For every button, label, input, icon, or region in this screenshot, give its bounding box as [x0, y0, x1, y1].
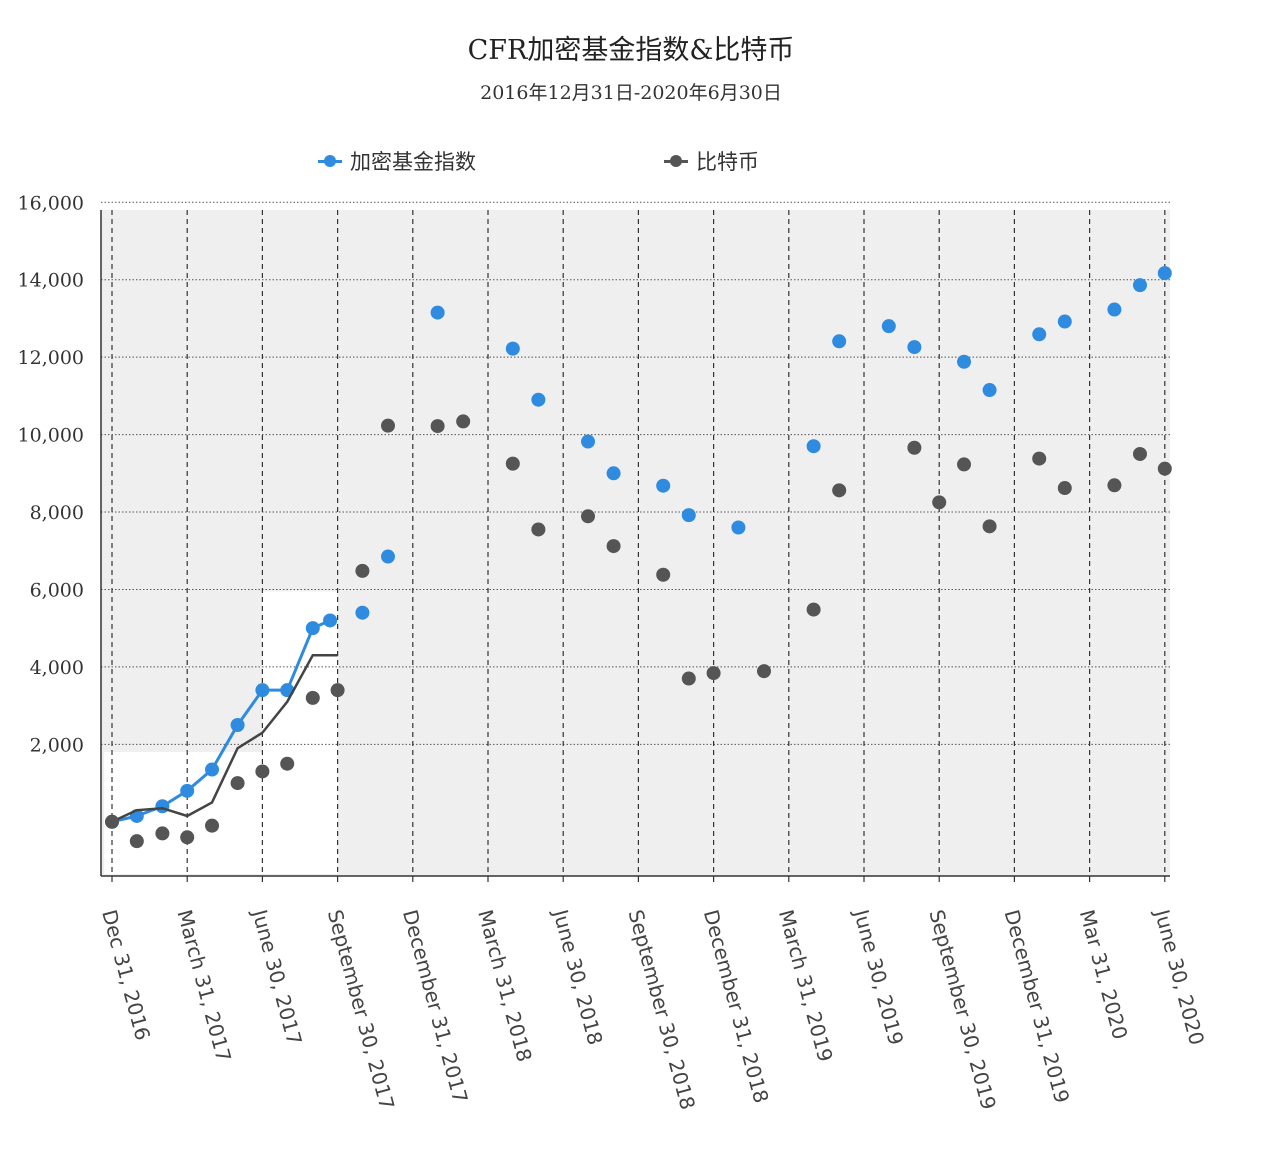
data-point: [456, 414, 471, 429]
data-point: [832, 483, 847, 498]
x-tick-label: June 30, 2020: [1149, 905, 1209, 1047]
data-point: [105, 814, 119, 829]
data-point: [581, 509, 596, 524]
data-point: [1032, 451, 1047, 466]
data-point: [129, 834, 144, 849]
data-point: [255, 764, 270, 779]
data-point: [1107, 302, 1122, 317]
legend: 加密基金指数 比特币: [0, 146, 1262, 180]
series-crypto-fund-index: [105, 266, 1172, 829]
data-point: [982, 383, 997, 398]
legend-marker-gray-icon: [664, 154, 688, 168]
data-point: [806, 602, 821, 617]
data-point: [881, 319, 896, 334]
x-tick-label: March 31, 2019: [774, 907, 838, 1064]
data-point: [606, 539, 621, 554]
data-point: [305, 621, 320, 636]
data-point: [806, 439, 821, 454]
legend-label: 加密基金指数: [350, 150, 476, 174]
data-point: [907, 340, 922, 355]
x-tick-label: June 30, 2018: [548, 905, 608, 1047]
data-point: [155, 799, 170, 814]
series-line: [111, 654, 338, 823]
data-point: [982, 519, 997, 534]
data-point: [1132, 446, 1147, 461]
data-point: [1057, 314, 1072, 329]
x-tick-label: September 30, 2018: [624, 907, 700, 1112]
y-tick-label: 16,000: [18, 192, 84, 214]
data-point: [957, 457, 972, 472]
data-point: [1057, 481, 1072, 496]
data-point: [531, 392, 546, 407]
data-point: [656, 567, 671, 582]
x-tick-label: March 31, 2018: [473, 907, 537, 1064]
data-point: [932, 495, 947, 510]
legend-item-crypto-fund-index[interactable]: 加密基金指数: [318, 146, 476, 176]
data-point: [305, 690, 320, 705]
data-point: [832, 334, 847, 349]
series-line: [111, 619, 331, 824]
data-point: [205, 762, 220, 777]
x-tick-label: December 31, 2018: [699, 907, 774, 1106]
data-point: [380, 418, 395, 433]
data-point: [581, 434, 596, 449]
x-tick-label: Dec 31, 2016: [97, 907, 155, 1043]
legend-marker-blue-icon: [318, 154, 342, 168]
chart-title: CFR加密基金指数&比特币: [467, 35, 795, 66]
data-point: [1157, 266, 1172, 281]
data-point: [656, 478, 671, 493]
x-tick-label: September 30, 2017: [323, 907, 399, 1112]
x-tick-label: June 30, 2019: [849, 905, 909, 1047]
data-point: [505, 456, 520, 471]
data-point: [706, 666, 721, 681]
data-point: [505, 341, 520, 356]
data-point: [230, 776, 245, 791]
y-tick-label: 4,000: [30, 657, 84, 679]
data-point: [180, 783, 195, 798]
data-point: [681, 508, 696, 523]
legend-item-bitcoin[interactable]: 比特币: [664, 146, 759, 176]
data-point: [606, 466, 621, 481]
data-point: [957, 354, 972, 369]
data-point: [1132, 278, 1147, 293]
y-tick-label: 2,000: [30, 734, 84, 756]
x-tick-label: December 31, 2017: [398, 907, 473, 1106]
plot-inset-area: [262, 591, 338, 874]
data-point: [430, 305, 445, 320]
data-point: [430, 419, 445, 434]
data-point: [907, 440, 922, 455]
y-tick-label: 10,000: [18, 425, 84, 447]
y-tick-label: 12,000: [18, 347, 84, 369]
legend-label: 比特币: [696, 150, 759, 174]
data-point: [531, 522, 546, 537]
y-tick-label: 8,000: [30, 502, 84, 524]
data-point: [731, 520, 746, 535]
data-point: [280, 756, 295, 771]
x-tick-label: March 31, 2017: [172, 907, 236, 1064]
x-tick-label: September 30, 2019: [924, 907, 1000, 1112]
data-point: [180, 830, 195, 845]
data-point: [355, 605, 370, 620]
data-point: [323, 613, 338, 628]
data-point: [1032, 327, 1047, 342]
data-point: [681, 671, 696, 686]
data-point: [756, 664, 771, 679]
data-point: [1157, 461, 1172, 476]
y-tick-label: 14,000: [18, 270, 84, 292]
y-tick-label: 6,000: [30, 579, 84, 601]
data-point: [255, 683, 270, 698]
data-point: [205, 818, 220, 833]
data-point: [1107, 478, 1122, 493]
data-point: [155, 826, 170, 841]
series-bitcoin: [105, 414, 1172, 849]
data-point: [230, 717, 245, 732]
x-tick-label: Mar 31, 2020: [1075, 907, 1133, 1042]
chart-subtitle: 2016年12月31日-2020年6月30日: [480, 82, 782, 104]
data-point: [330, 683, 345, 698]
x-tick-label: December 31, 2019: [1000, 907, 1075, 1106]
data-point: [355, 563, 370, 578]
x-tick-label: June 30, 2017: [247, 905, 307, 1047]
data-point: [380, 549, 395, 564]
